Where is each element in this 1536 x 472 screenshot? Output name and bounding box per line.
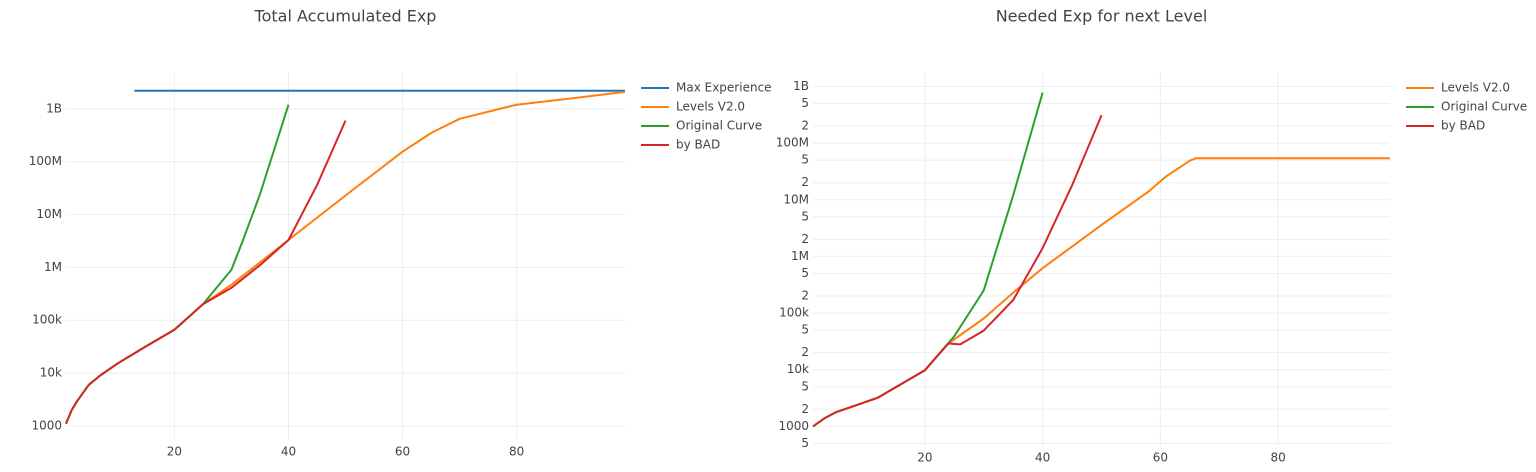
- legend-label: Levels V2.0: [676, 100, 745, 114]
- y-tick-label: 2: [801, 345, 809, 359]
- y-tick-label: 10k: [787, 362, 809, 376]
- x-tick-label: 20: [917, 451, 932, 465]
- legend-label: Max Experience: [676, 81, 772, 95]
- legend-label: Levels V2.0: [1441, 81, 1510, 95]
- y-tick-label: 1B: [46, 101, 62, 115]
- y-tick-label: 1B: [793, 79, 809, 93]
- y-tick-label: 1M: [44, 260, 62, 274]
- y-tick-label: 2: [801, 402, 809, 416]
- y-tick-label: 100k: [32, 313, 62, 327]
- legend-label: by BAD: [1441, 119, 1485, 133]
- y-tick-label: 10k: [40, 366, 62, 380]
- y-tick-label: 10M: [36, 207, 62, 221]
- chart-title: Needed Exp for next Level: [996, 7, 1208, 26]
- x-tick-label: 80: [509, 445, 524, 459]
- chart-title: Total Accumulated Exp: [254, 7, 437, 26]
- y-tick-label: 10M: [783, 192, 809, 206]
- x-tick-label: 60: [395, 445, 410, 459]
- x-tick-label: 80: [1270, 451, 1285, 465]
- x-tick-label: 40: [1035, 451, 1050, 465]
- y-tick-label: 100M: [776, 136, 809, 150]
- y-tick-label: 1M: [791, 249, 809, 263]
- y-tick-label: 5: [801, 209, 809, 223]
- y-tick-label: 100M: [29, 154, 62, 168]
- y-tick-label: 1000: [778, 419, 809, 433]
- y-tick-label: 2: [801, 119, 809, 133]
- legend-label: Original Curve: [1441, 100, 1527, 114]
- legend-label: Original Curve: [676, 119, 762, 133]
- y-tick-label: 5: [801, 323, 809, 337]
- y-tick-label: 5: [801, 266, 809, 280]
- x-tick-label: 40: [281, 445, 296, 459]
- line: [65, 120, 347, 425]
- line: [65, 90, 626, 425]
- y-tick-label: 100k: [779, 306, 809, 320]
- y-tick-label: 1000: [31, 418, 62, 432]
- y-tick-label: 2: [801, 232, 809, 246]
- y-tick-label: 5: [801, 96, 809, 110]
- x-tick-label: 60: [1153, 451, 1168, 465]
- y-tick-label: 2: [801, 175, 809, 189]
- y-tick-label: 5: [801, 153, 809, 167]
- y-tick-label: 5: [801, 436, 809, 450]
- y-tick-label: 5: [801, 379, 809, 393]
- y-tick-label: 2: [801, 289, 809, 303]
- x-tick-label: 20: [167, 445, 182, 459]
- line: [812, 157, 1390, 428]
- line: [812, 114, 1103, 428]
- legend-label: by BAD: [676, 138, 720, 152]
